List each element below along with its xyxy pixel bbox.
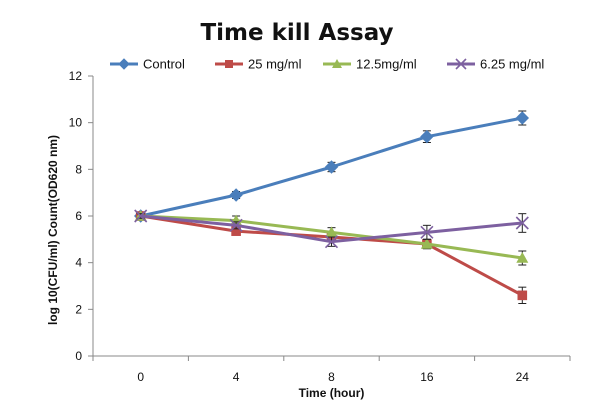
marker-stroke <box>324 235 339 249</box>
legend-label: 25 mg/ml <box>248 57 302 72</box>
legend-marker <box>225 60 233 68</box>
y-tick-label: 12 <box>69 69 83 83</box>
y-tick-label: 6 <box>75 209 82 223</box>
data-point <box>420 225 434 239</box>
chart-title: Time kill Assay <box>200 20 393 46</box>
series-25-mg-ml <box>135 211 528 304</box>
y-tick-label: 2 <box>75 302 82 316</box>
data-point <box>517 290 528 301</box>
data-point <box>229 218 243 232</box>
data-point <box>324 160 339 174</box>
x-tick-label: 8 <box>328 370 335 384</box>
data-point <box>231 226 241 236</box>
legend-marker <box>332 59 342 68</box>
x-tick-label: 16 <box>420 370 434 384</box>
y-axis-title: log 10(CFU/ml) Count(OD620 nm) <box>46 135 60 325</box>
y-tick-label: 10 <box>69 116 83 130</box>
series-6-25-mg-ml <box>134 209 529 249</box>
legend: Control 25 mg/ml 12.5mg/ml 6.25 mg/ml <box>110 57 544 72</box>
legend-label: Control <box>143 57 185 72</box>
data-point <box>420 238 433 249</box>
data-point <box>420 129 434 144</box>
data-point <box>325 226 338 238</box>
data-point <box>134 209 148 223</box>
x-axis-ticks: 0 4 8 16 24 <box>92 356 571 384</box>
legend-item: 12.5mg/ml <box>323 57 417 72</box>
marker-stroke <box>515 216 529 230</box>
legend-item: 6.25 mg/ml <box>447 57 544 72</box>
marker-stroke <box>134 209 148 223</box>
legend-marker <box>118 58 130 70</box>
data-point <box>516 252 529 263</box>
x-tick-label: 4 <box>233 370 240 384</box>
legend-item: Control <box>110 57 185 72</box>
marker-stroke <box>455 58 467 70</box>
data-point <box>515 216 529 230</box>
y-tick-label: 8 <box>75 162 82 176</box>
data-point <box>324 235 339 249</box>
y-tick-label: 4 <box>75 256 82 270</box>
series-layer <box>133 110 530 304</box>
series-control <box>133 110 530 223</box>
marker-stroke <box>420 225 434 239</box>
marker-stroke <box>229 218 243 232</box>
data-point <box>515 111 530 125</box>
y-tick-label: 0 <box>75 349 82 363</box>
legend-label: 6.25 mg/ml <box>480 57 544 72</box>
x-tick-label: 0 <box>137 370 144 384</box>
data-point <box>229 188 243 202</box>
legend-marker <box>455 58 467 70</box>
x-tick-label: 24 <box>516 370 530 384</box>
legend-item: 25 mg/ml <box>215 57 302 72</box>
x-axis-title: Time (hour) <box>299 386 365 400</box>
y-axis-ticks: 0 2 4 6 8 10 12 <box>69 69 93 363</box>
legend-label: 12.5mg/ml <box>356 57 417 72</box>
